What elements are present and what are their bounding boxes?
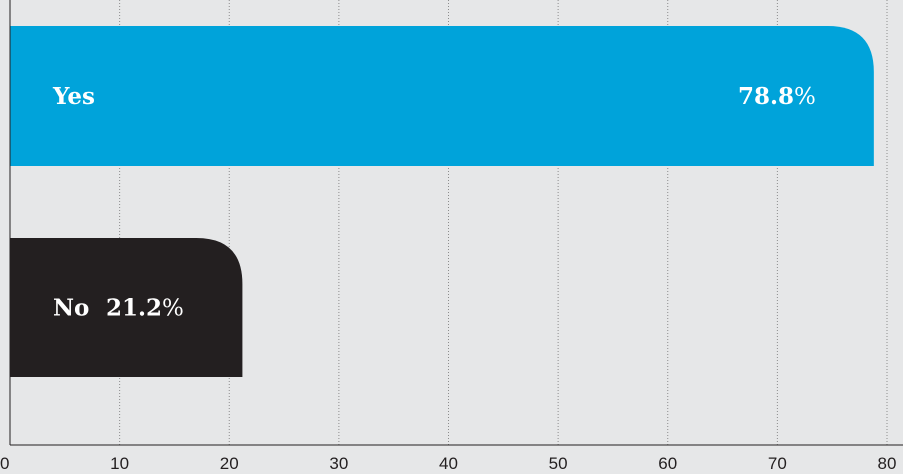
bar-yes xyxy=(10,26,874,166)
x-tick-label: 50 xyxy=(549,454,568,473)
bar-category-label: Yes xyxy=(52,83,95,110)
gridlines xyxy=(119,0,888,445)
x-tick-label: 60 xyxy=(658,454,677,473)
bar-value-label: 78.8% xyxy=(738,83,816,110)
bar-no xyxy=(10,238,243,377)
bar-value-number: 21.2 xyxy=(106,295,162,322)
x-tick-label: 40 xyxy=(439,454,458,473)
x-tick-label: 30 xyxy=(329,454,348,473)
bar-value-number: 78.8 xyxy=(738,83,794,110)
bars: Yes 78.8% No 21.2% xyxy=(10,26,874,377)
axes xyxy=(9,0,903,446)
bar-value-unit: % xyxy=(794,84,816,110)
bar-category-label: No xyxy=(53,295,89,322)
x-tick-label: 10 xyxy=(110,454,129,473)
x-tick-labels: 0 10 20 30 40 50 60 70 80 xyxy=(0,454,896,473)
bar-value-label: 21.2% xyxy=(106,295,184,322)
x-tick-label: 20 xyxy=(220,454,239,473)
x-tick-label: 70 xyxy=(768,454,787,473)
x-tick-label: 80 xyxy=(878,454,897,473)
x-tick-label: 0 xyxy=(0,454,9,473)
bar-value-unit: % xyxy=(162,296,184,322)
